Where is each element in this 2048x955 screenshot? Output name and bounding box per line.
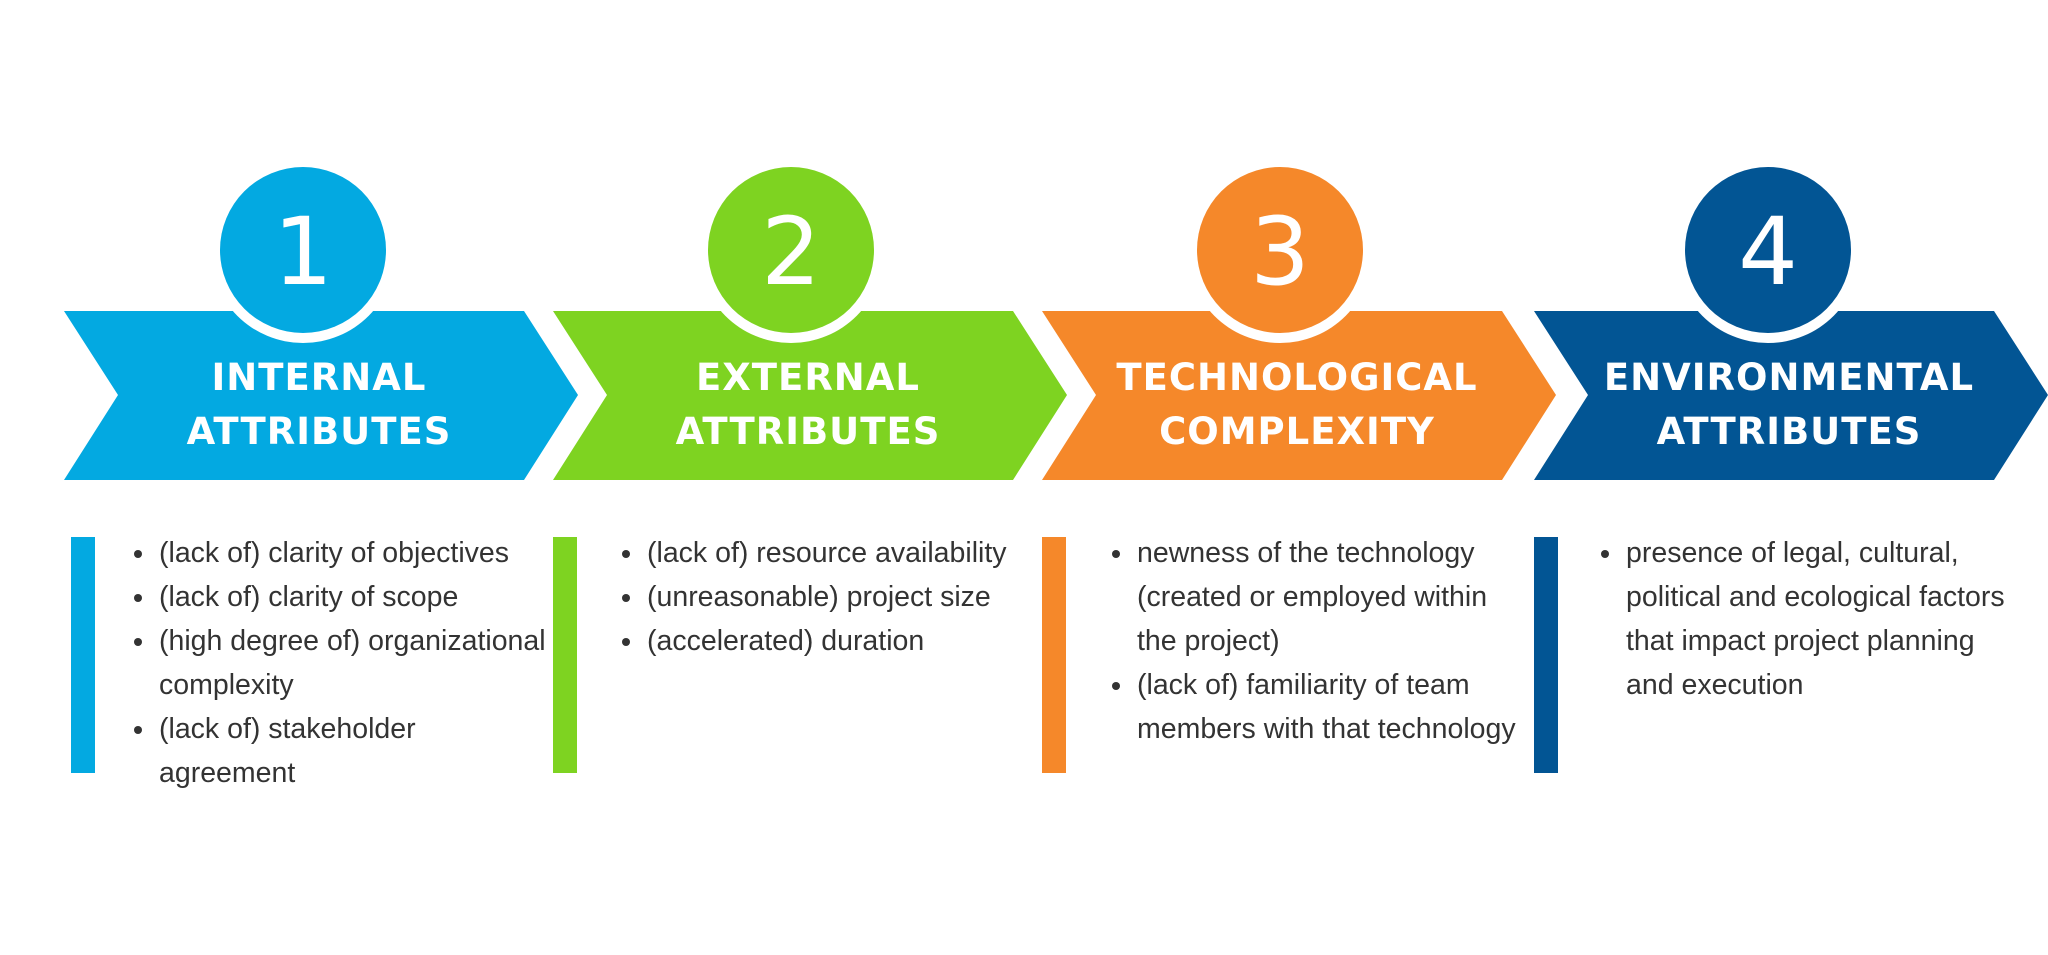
step-1-circle	[220, 167, 386, 333]
step-3-accent-bar	[1042, 537, 1066, 773]
step-1-title: INTERNAL ATTRIBUTES	[124, 350, 514, 460]
step-2-arrow	[553, 311, 1067, 480]
step-2-title-line-2: ATTRIBUTES	[675, 410, 941, 453]
step-3-title-line-1: TECHNOLOGICAL	[1116, 356, 1478, 399]
step-3-number: 3	[1250, 198, 1310, 307]
list-item: (accelerated) duration	[645, 619, 1025, 663]
step-3-bullet-list: newness of the technology (created or em…	[1095, 531, 1530, 751]
step-4-circle	[1685, 167, 1851, 333]
step-4-accent-bar	[1534, 537, 1558, 773]
list-item: (lack of) clarity of objectives	[157, 531, 547, 575]
step-4-arrow	[1534, 311, 2048, 480]
step-4-title-line-1: ENVIRONMENTAL	[1603, 356, 1975, 399]
step-2-accent-bar	[553, 537, 577, 773]
list-item: newness of the technology (created or em…	[1135, 531, 1530, 663]
step-2-circle	[708, 167, 874, 333]
step-4-bullet-list: presence of legal, cultural, political a…	[1584, 531, 2009, 707]
list-item: (lack of) familiarity of team members wi…	[1135, 663, 1530, 751]
step-1-number: 1	[273, 198, 333, 307]
list-item: (lack of) stakeholder agreement	[157, 707, 547, 795]
step-1-accent-bar	[71, 537, 95, 773]
list-item: (lack of) clarity of scope	[157, 575, 547, 619]
list-item: presence of legal, cultural, political a…	[1624, 531, 2009, 707]
step-2-title-line-1: EXTERNAL	[696, 356, 920, 399]
list-item: (lack of) resource availability	[645, 531, 1025, 575]
step-1-bullet-list: (lack of) clarity of objectives (lack of…	[117, 531, 547, 795]
step-1-title-line-2: ATTRIBUTES	[186, 410, 452, 453]
step-2-bullet-list: (lack of) resource availability (unreaso…	[605, 531, 1025, 663]
step-2-number: 2	[761, 198, 821, 307]
step-4-title: ENVIRONMENTAL ATTRIBUTES	[1594, 350, 1984, 460]
step-2-title: EXTERNAL ATTRIBUTES	[613, 350, 1003, 460]
step-3-title: TECHNOLOGICAL COMPLEXITY	[1102, 350, 1492, 460]
step-4-title-line-2: ATTRIBUTES	[1656, 410, 1922, 453]
step-1-arrow	[64, 311, 578, 480]
step-4-number: 4	[1738, 198, 1798, 307]
step-3-circle	[1197, 167, 1363, 333]
step-3-arrow	[1042, 311, 1556, 480]
step-1-title-line-1: INTERNAL	[211, 356, 427, 399]
list-item: (high degree of) organizational complexi…	[157, 619, 547, 707]
step-3-title-line-2: COMPLEXITY	[1159, 410, 1435, 453]
list-item: (unreasonable) project size	[645, 575, 1025, 619]
